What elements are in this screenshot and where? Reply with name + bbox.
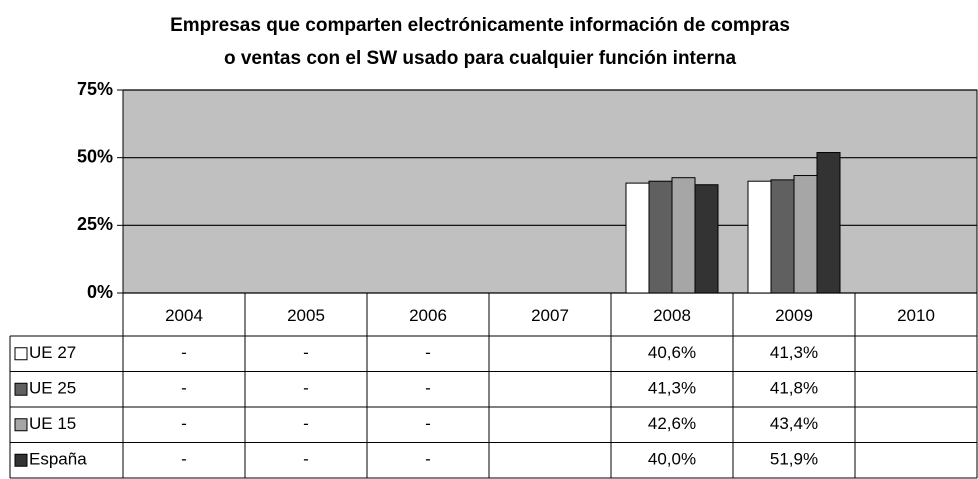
- data-label: -: [303, 414, 309, 433]
- x-tick-label: 2008: [653, 306, 691, 325]
- bar: [747, 180, 772, 294]
- x-tick-label: 2007: [531, 306, 569, 325]
- legend-label: España: [29, 450, 87, 469]
- x-tick-label: 2010: [897, 306, 935, 325]
- data-label: -: [425, 450, 431, 469]
- bar: [793, 175, 818, 294]
- bar: [625, 182, 650, 294]
- x-tick-label: 2005: [287, 306, 325, 325]
- data-label: 43,4%: [770, 414, 818, 433]
- data-label: -: [425, 414, 431, 433]
- y-tick-label: 50%: [77, 146, 113, 166]
- legend-key: [14, 418, 28, 432]
- plot-area: [122, 89, 978, 294]
- data-label: 41,8%: [770, 379, 818, 398]
- data-label: 40,0%: [648, 450, 696, 469]
- data-label: -: [303, 450, 309, 469]
- data-label: 51,9%: [770, 450, 818, 469]
- bar: [816, 152, 841, 294]
- data-label: -: [181, 450, 187, 469]
- legend-label: UE 15: [29, 414, 76, 433]
- data-label: -: [425, 379, 431, 398]
- data-label: -: [181, 379, 187, 398]
- data-label: 42,6%: [648, 414, 696, 433]
- y-tick-label: 75%: [77, 79, 113, 99]
- data-label: -: [181, 414, 187, 433]
- data-label: 41,3%: [648, 379, 696, 398]
- data-label: -: [303, 343, 309, 362]
- chart-title: o ventas con el SW usado para cualquier …: [224, 48, 736, 69]
- data-label: -: [303, 379, 309, 398]
- y-tick-label: 25%: [77, 214, 113, 234]
- x-tick-label: 2006: [409, 306, 447, 325]
- bar: [694, 184, 719, 294]
- legend-label: UE 25: [29, 379, 76, 398]
- legend-key: [14, 347, 28, 361]
- x-tick-label: 2004: [165, 306, 203, 325]
- x-tick-label: 2009: [775, 306, 813, 325]
- bar: [648, 180, 673, 294]
- data-label: -: [425, 343, 431, 362]
- bar: [770, 179, 795, 294]
- legend-key: [14, 453, 28, 467]
- legend-key: [14, 382, 28, 396]
- bar: [671, 177, 696, 294]
- chart-title: Empresas que comparten electrónicamente …: [170, 15, 790, 36]
- data-label: 40,6%: [648, 343, 696, 362]
- y-tick-label: 0%: [87, 282, 113, 302]
- data-label: -: [181, 343, 187, 362]
- data-label: 41,3%: [770, 343, 818, 362]
- legend-label: UE 27: [29, 343, 76, 362]
